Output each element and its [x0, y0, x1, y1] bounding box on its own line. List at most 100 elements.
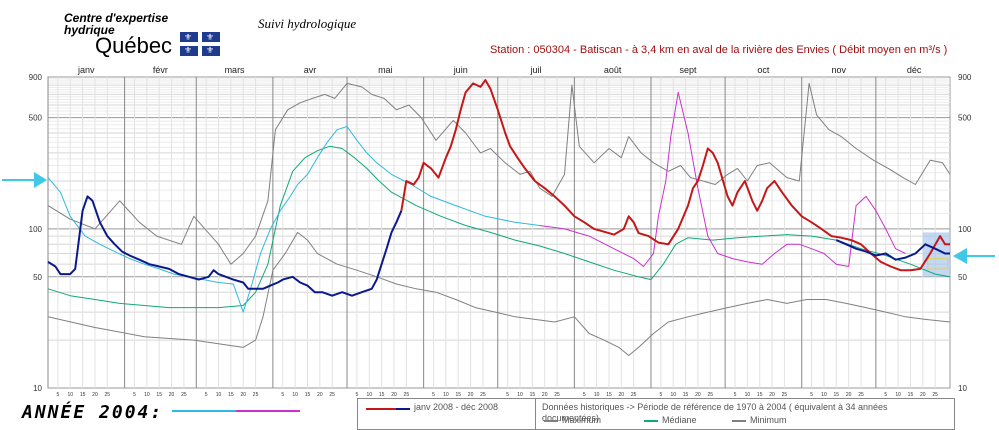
y-tick-label-left: 10	[33, 384, 42, 393]
series-line-current_c	[835, 239, 950, 261]
org-line-2: hydrique	[64, 23, 115, 37]
day-tick-label: 25	[329, 392, 335, 398]
y-tick-label-left: 50	[33, 273, 42, 282]
day-tick-label: 10	[745, 392, 751, 398]
day-tick-label: 10	[517, 392, 523, 398]
day-tick-label: 20	[468, 392, 474, 398]
day-tick-label: 25	[631, 392, 637, 398]
forecast-zone	[922, 232, 950, 277]
day-tick-label: 20	[317, 392, 323, 398]
day-tick-label: 25	[253, 392, 259, 398]
month-label: nov	[832, 65, 847, 75]
legend-maximum-swatch	[544, 420, 558, 422]
month-label: mars	[225, 65, 245, 75]
year2004-swatch-b	[236, 410, 300, 412]
legend-current-swatch-red	[366, 408, 396, 410]
month-label: août	[604, 65, 622, 75]
right-arrow-icon	[953, 248, 995, 264]
quebec-flag-icon: ⚜ ⚜ ⚜ ⚜	[180, 32, 220, 56]
day-tick-label: 15	[834, 392, 840, 398]
day-tick-label: 15	[606, 392, 612, 398]
day-tick-label: 5	[884, 392, 887, 398]
day-tick-label: 5	[356, 392, 359, 398]
day-tick-label: 10	[443, 392, 449, 398]
month-label: sept	[680, 65, 698, 75]
month-label: avr	[304, 65, 317, 75]
day-tick-label: 20	[169, 392, 175, 398]
day-tick-label: 10	[594, 392, 600, 398]
day-tick-label: 5	[659, 392, 662, 398]
legend-historic: Données historiques -> Période de référe…	[535, 398, 955, 430]
day-tick-label: 10	[821, 392, 827, 398]
day-tick-label: 15	[530, 392, 536, 398]
year2004-swatch-a	[172, 410, 236, 412]
day-tick-label: 25	[782, 392, 788, 398]
y-tick-label-right: 100	[958, 225, 972, 234]
day-tick-label: 5	[133, 392, 136, 398]
day-tick-label: 25	[708, 392, 714, 398]
day-tick-label: 5	[506, 392, 509, 398]
day-tick-label: 5	[583, 392, 586, 398]
day-tick-label: 20	[695, 392, 701, 398]
day-tick-label: 25	[554, 392, 560, 398]
day-tick-label: 20	[92, 392, 98, 398]
day-tick-label: 15	[757, 392, 763, 398]
day-tick-label: 10	[144, 392, 150, 398]
day-tick-label: 15	[156, 392, 162, 398]
series-line-current_b	[400, 79, 950, 272]
org-line-1: Centre d'expertise	[64, 11, 169, 25]
y-tick-label-right: 10	[958, 384, 967, 393]
day-tick-label: 20	[846, 392, 852, 398]
day-tick-label: 5	[810, 392, 813, 398]
day-tick-label: 20	[769, 392, 775, 398]
day-tick-label: 25	[932, 392, 938, 398]
day-tick-label: 15	[683, 392, 689, 398]
y-tick-label-right: 50	[958, 273, 967, 282]
day-tick-label: 10	[292, 392, 298, 398]
month-label: juin	[453, 65, 468, 75]
legend-historic-title: Données historiques -> Période de référe…	[542, 402, 888, 423]
day-tick-label: 10	[670, 392, 676, 398]
series-line-y2004b	[539, 91, 906, 267]
series-line-current_a	[47, 195, 403, 297]
series-line-minimum	[47, 231, 951, 356]
y-tick-label-left: 500	[29, 114, 43, 123]
day-tick-label: 25	[858, 392, 864, 398]
legend-current: janv 2008 - déc 2008	[357, 398, 537, 430]
station-title: Station : 050304 - Batiscan - à 3,4 km e…	[490, 44, 948, 56]
day-tick-label: 15	[908, 392, 914, 398]
day-tick-label: 15	[379, 392, 385, 398]
y-tick-label-right: 500	[958, 114, 972, 123]
y-tick-label-right: 900	[958, 73, 972, 82]
day-tick-label: 20	[542, 392, 548, 398]
month-label: mai	[378, 65, 393, 75]
legend-current-swatch-blue	[396, 408, 410, 410]
day-tick-label: 15	[305, 392, 311, 398]
day-tick-label: 5	[205, 392, 208, 398]
day-tick-label: 20	[619, 392, 625, 398]
legend-minimum-label: Minimum	[750, 415, 787, 425]
day-tick-label: 25	[480, 392, 486, 398]
day-tick-label: 15	[455, 392, 461, 398]
legend-maximum-label: Maximum	[562, 415, 602, 425]
day-tick-label: 25	[181, 392, 187, 398]
month-label: oct	[757, 65, 770, 75]
chart-subtitle: Suivi hydrologique	[258, 16, 357, 31]
day-tick-label: 25	[404, 392, 410, 398]
day-tick-label: 10	[216, 392, 222, 398]
day-tick-label: 10	[67, 392, 73, 398]
day-tick-label: 25	[105, 392, 111, 398]
y-tick-label-left: 100	[29, 225, 43, 234]
org-logo-text: Québec	[95, 33, 173, 58]
day-tick-label: 20	[240, 392, 246, 398]
legend-median-label: Médiane	[662, 415, 697, 425]
year-label: ANNÉE 2004:	[22, 402, 164, 423]
month-label: juil	[530, 65, 542, 75]
day-tick-label: 10	[895, 392, 901, 398]
day-tick-label: 5	[432, 392, 435, 398]
plot-area	[47, 76, 951, 389]
day-tick-label: 5	[281, 392, 284, 398]
month-label: déc	[907, 65, 922, 75]
day-tick-label: 5	[734, 392, 737, 398]
series-line-y2004a	[47, 126, 540, 313]
